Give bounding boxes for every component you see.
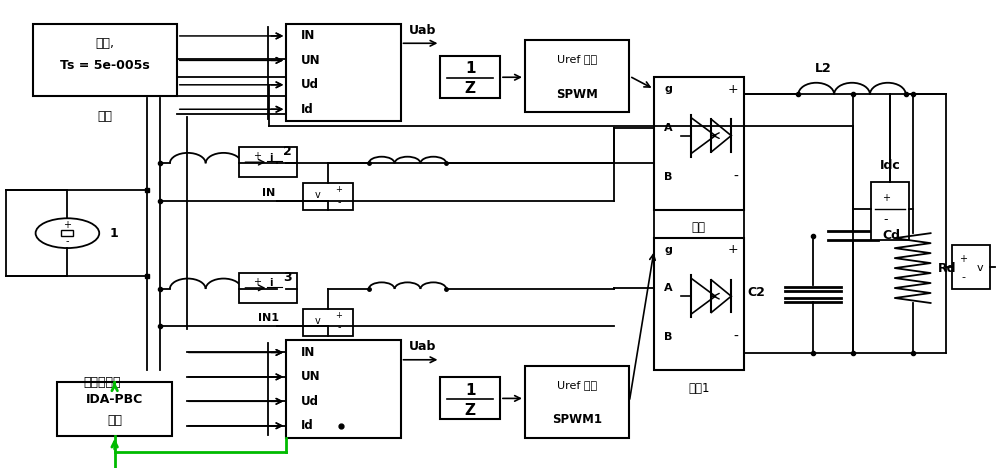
Text: B: B [664, 333, 672, 342]
Text: +: + [882, 193, 890, 203]
Text: +: + [63, 220, 71, 230]
Text: SPWM: SPWM [556, 88, 598, 101]
Bar [57, 382, 172, 436]
Bar [286, 24, 401, 122]
Text: A: A [664, 122, 673, 133]
Text: 2: 2 [283, 145, 292, 158]
Text: Ud: Ud [301, 78, 319, 91]
Text: IN: IN [262, 187, 275, 198]
Text: v: v [315, 316, 321, 326]
Text: Uref 脉冲: Uref 脉冲 [557, 380, 597, 390]
Text: -: - [337, 323, 341, 333]
Text: -: - [66, 236, 69, 246]
Text: Ts = 5e-005s: Ts = 5e-005s [60, 59, 150, 72]
Bar [286, 340, 401, 438]
Text: 电源: 电源 [97, 110, 112, 123]
Bar [525, 366, 629, 438]
Text: v: v [976, 263, 983, 273]
Text: 线性变压器: 线性变压器 [83, 375, 121, 389]
Text: Cd: Cd [883, 229, 901, 242]
Text: SPWM1: SPWM1 [552, 414, 602, 426]
Text: Id: Id [301, 103, 314, 116]
Text: -: - [961, 272, 965, 282]
Text: 整流1: 整流1 [688, 382, 710, 395]
Bar [61, 230, 73, 236]
Text: 1: 1 [465, 61, 475, 76]
Text: 整流: 整流 [692, 221, 706, 234]
Text: Uref 脉冲: Uref 脉冲 [557, 55, 597, 65]
Text: IDA-PBC: IDA-PBC [86, 393, 143, 406]
Text: Idc: Idc [879, 159, 900, 172]
Text: i: i [269, 153, 273, 162]
Bar [871, 182, 909, 240]
Text: +: + [253, 151, 261, 161]
Text: +: + [335, 185, 342, 194]
Text: UN: UN [301, 54, 321, 67]
Bar [239, 273, 297, 303]
Bar [654, 238, 744, 371]
Text: Z: Z [465, 81, 476, 97]
Text: +: + [335, 311, 342, 320]
Text: Z: Z [465, 403, 476, 418]
Text: +: + [728, 243, 739, 256]
Text: Uab: Uab [409, 340, 436, 353]
Text: B: B [664, 172, 672, 182]
Text: 1: 1 [110, 227, 119, 240]
Text: -: - [337, 197, 341, 207]
Bar [33, 24, 177, 96]
Text: +: + [253, 277, 261, 287]
Text: Rd: Rd [938, 261, 956, 275]
Text: g: g [664, 245, 672, 255]
Bar [303, 309, 353, 335]
Text: +: + [728, 83, 739, 96]
Text: L2: L2 [815, 62, 832, 75]
Text: A: A [664, 283, 673, 293]
Text: v: v [315, 190, 321, 200]
Text: C2: C2 [748, 286, 766, 299]
Bar [303, 183, 353, 210]
Text: -: - [884, 213, 888, 226]
Bar [239, 147, 297, 177]
Bar [440, 57, 500, 98]
Text: 3: 3 [283, 271, 292, 284]
Text: g: g [664, 84, 672, 94]
Bar [440, 377, 500, 419]
Text: 控制: 控制 [107, 414, 122, 427]
Bar [525, 40, 629, 112]
Text: 离散,: 离散, [95, 37, 114, 50]
Text: -: - [734, 330, 739, 344]
Bar [952, 245, 990, 289]
Text: i: i [269, 278, 273, 288]
Text: IN: IN [301, 30, 315, 42]
Text: Ud: Ud [301, 395, 319, 408]
Text: UN: UN [301, 370, 321, 383]
Text: -: - [734, 170, 739, 184]
Text: Uab: Uab [409, 24, 436, 37]
Text: IN: IN [301, 346, 315, 359]
Text: +: + [959, 254, 967, 264]
Text: Id: Id [301, 419, 314, 432]
Text: IN1: IN1 [258, 313, 279, 324]
Text: 1: 1 [465, 382, 475, 398]
Bar [654, 77, 744, 210]
